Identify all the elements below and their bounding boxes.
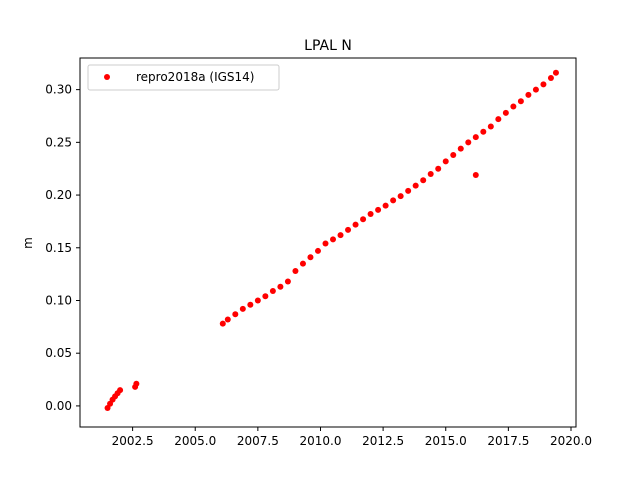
data-point (532, 86, 539, 93)
data-point (390, 197, 397, 204)
data-point (262, 293, 269, 300)
data-point (435, 165, 442, 172)
y-tick-label: 0.15 (45, 241, 72, 255)
legend-label: repro2018a (IGS14) (136, 70, 254, 84)
data-point (487, 123, 494, 130)
data-point (352, 221, 359, 228)
x-tick-label: 2010.0 (299, 434, 341, 448)
data-point (397, 193, 404, 200)
data-point (299, 260, 306, 267)
data-point (420, 177, 427, 184)
data-point (117, 387, 124, 394)
data-point (375, 206, 382, 213)
legend-box (87, 64, 280, 91)
data-point (510, 103, 517, 110)
data-point (360, 216, 367, 223)
x-tick-label: 2012.5 (362, 434, 404, 448)
data-point (427, 170, 434, 177)
data-point (133, 380, 140, 387)
legend-marker (104, 74, 110, 80)
data-point (322, 240, 329, 247)
data-point (442, 158, 449, 165)
data-point (405, 187, 412, 194)
data-point (495, 116, 502, 123)
data-point (367, 211, 374, 218)
data-point (247, 301, 254, 308)
chart-title: LPAL N (304, 38, 352, 54)
data-point (465, 139, 472, 146)
data-point (525, 91, 532, 98)
data-point (472, 172, 479, 179)
data-point (232, 311, 239, 318)
data-point (337, 232, 344, 239)
data-point (224, 316, 231, 323)
y-tick-label: 0.30 (45, 83, 72, 97)
x-tick-label: 2005.0 (174, 434, 216, 448)
data-point (552, 69, 559, 76)
y-tick-label: 0.25 (45, 135, 72, 149)
x-tick-label: 2002.5 (112, 434, 154, 448)
data-point (450, 151, 457, 158)
data-point (345, 226, 352, 233)
data-point (314, 247, 321, 254)
plot-area (104, 69, 559, 412)
data-point (382, 202, 389, 209)
y-tick-label: 0.20 (45, 188, 72, 202)
series-points (104, 69, 559, 412)
plot-frame (79, 57, 577, 428)
data-point (269, 287, 276, 294)
axes: 2002.5 2005.0 2007.5 2010.0 2012.5 2015.0 2017… (45, 57, 592, 448)
x-tick-label: 2017.5 (487, 434, 529, 448)
data-point (277, 283, 284, 290)
data-point (472, 134, 479, 141)
data-point (239, 305, 246, 312)
data-point (307, 254, 314, 261)
data-point (412, 182, 419, 189)
legend: repro2018a (IGS14) (87, 64, 280, 91)
x-tick-label: 2007.5 (237, 434, 279, 448)
y-tick-label: 0.05 (45, 346, 72, 360)
data-point (254, 297, 261, 304)
data-point (292, 267, 299, 274)
data-point (517, 98, 524, 105)
data-point (540, 81, 547, 88)
data-point (502, 109, 509, 116)
y-tick-label: 0.10 (45, 293, 72, 307)
x-tick-label: 2015.0 (425, 434, 467, 448)
y-tick-label: 0.00 (45, 399, 72, 413)
data-point (219, 320, 226, 327)
data-point (284, 278, 291, 285)
data-point (480, 128, 487, 135)
data-point (547, 75, 554, 82)
data-point (330, 236, 337, 243)
y-axis-label: m (21, 237, 35, 249)
x-tick-label: 2020.0 (550, 434, 592, 448)
data-point (457, 145, 464, 152)
